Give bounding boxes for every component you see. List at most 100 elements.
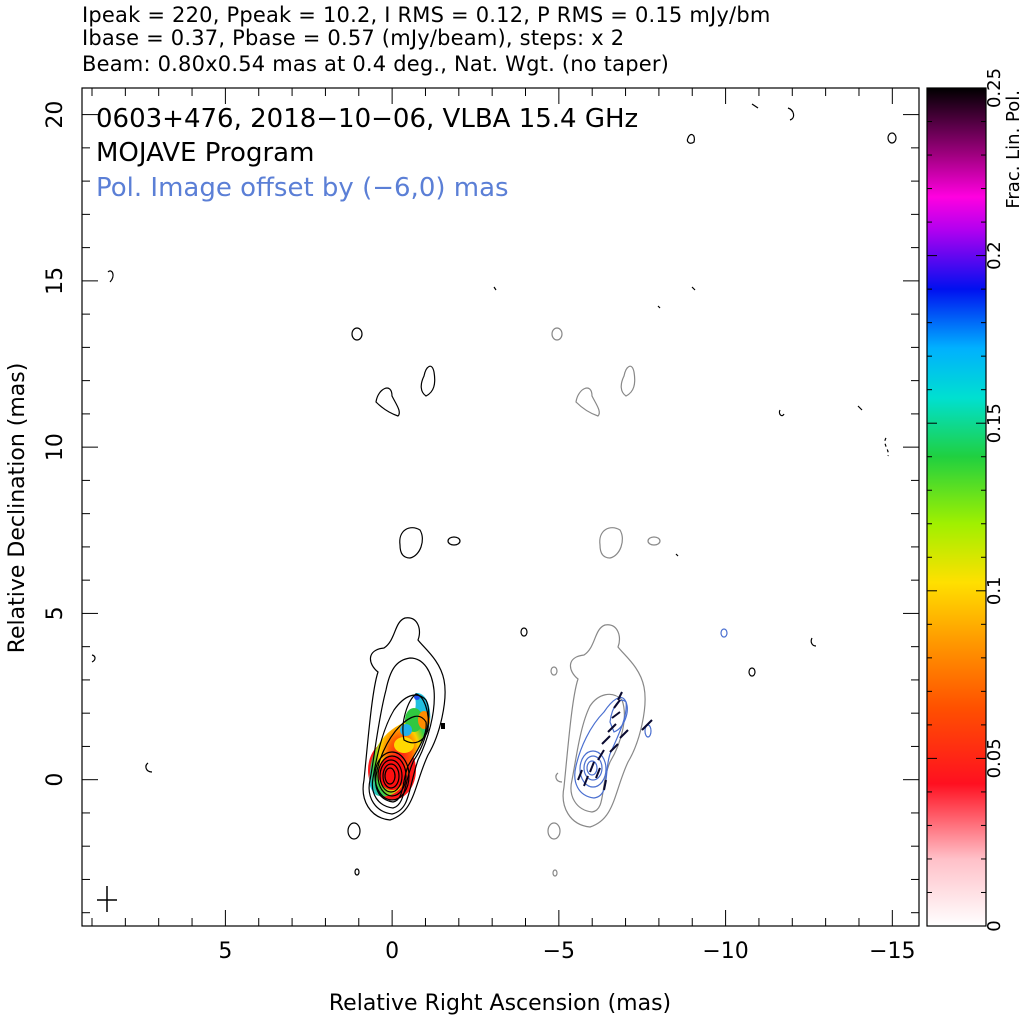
- evpa-tick: [611, 711, 621, 719]
- colorbar-tick-label: 0: [984, 920, 1005, 931]
- pol-contour-jet: [609, 699, 628, 733]
- evpa-tick: [607, 723, 617, 733]
- colorbar-tick-label: 0.15: [984, 403, 1005, 443]
- y-tick-label: 20: [43, 101, 68, 129]
- header-line-3: Beam: 0.80x0.54 mas at 0.4 deg., Nat. Wg…: [82, 52, 670, 76]
- colorbar-tick-labels: 0 0.05 0.1 0.15 0.2 0.25: [984, 68, 1005, 932]
- x-tick-label: −15: [869, 939, 915, 964]
- x-tick-label: −10: [702, 939, 748, 964]
- pol-contour-level-2: [579, 750, 607, 788]
- contour-blob-edge-3: [145, 762, 153, 773]
- offset-contour-blob-small-1: [647, 536, 661, 546]
- y-axis-label: Relative Declination (mas): [5, 363, 30, 654]
- evpa-tick: [597, 749, 605, 761]
- pol-contour-level-1: [574, 697, 627, 799]
- evpa-vectors: [577, 691, 653, 791]
- contour-blob-far-4: [751, 103, 759, 109]
- offset-contour-blob-11mas-b: [620, 365, 636, 397]
- x-tick-label: 5: [218, 939, 232, 964]
- contour-blob-far-10: [675, 553, 679, 557]
- frac-pol-cyan-region: [400, 724, 412, 736]
- contour-level-2: [368, 657, 435, 815]
- evpa-tick: [603, 779, 607, 791]
- y-tick-label: 10: [43, 433, 68, 461]
- evpa-tick: [595, 767, 601, 779]
- evpa-tick: [583, 775, 589, 787]
- frac-pol-black-spot: [441, 723, 445, 729]
- offset-contour-blob-neg-1: [547, 822, 561, 840]
- colorbar: [927, 88, 986, 926]
- offset-contour-edge-1: [555, 772, 563, 783]
- offset-contour-blob-7mas: [599, 527, 623, 559]
- offset-contour-blob-11mas-a: [575, 387, 600, 417]
- x-tick-labels: 5 0 −5 −10 −15: [218, 939, 915, 964]
- offset-contour-blob-small-2: [550, 666, 558, 676]
- offset-intensity-contours: [547, 327, 661, 877]
- evpa-tick: [613, 699, 621, 709]
- pol-contour-level-4: [586, 760, 598, 776]
- evpa-tick: [609, 743, 619, 753]
- colorbar-ticks: [927, 87, 986, 927]
- colorbar-tick-label: 0.1: [984, 576, 1005, 605]
- axis-ticks: [82, 88, 919, 926]
- contour-level-7: [379, 759, 403, 793]
- colorbar-frame: [926, 87, 987, 927]
- pol-contour-small-2: [720, 628, 728, 638]
- colorbar-tick-label: 0.25: [984, 68, 1005, 108]
- contour-blob-far-1: [686, 133, 695, 144]
- contour-blob-13mas: [351, 327, 363, 341]
- evpa-tick: [641, 719, 653, 731]
- contour-blob-far-3: [787, 107, 795, 121]
- contour-level-5: [374, 751, 410, 801]
- contour-blob-far-11: [493, 286, 497, 291]
- header-line-1: Ipeak = 220, Ppeak = 10.2, I RMS = 0.12,…: [82, 3, 771, 27]
- evpa-tick: [577, 769, 583, 781]
- evpa-tick: [619, 729, 629, 739]
- contour-blob-far-6: [857, 405, 863, 411]
- evpa-tick: [601, 735, 611, 745]
- plot-title: 0603+476, 2018−10−06, VLBA 15.4 GHz: [96, 104, 638, 134]
- plot-area: [91, 103, 897, 912]
- y-tick-label: 0: [43, 773, 68, 787]
- contour-blob-far-13: [657, 305, 661, 309]
- contour-level-6: [377, 755, 407, 797]
- contour-blob-edge-1: [107, 270, 114, 283]
- offset-label: Pol. Image offset by (−6,0) mas: [96, 173, 509, 203]
- contour-blob-far-7: [884, 437, 889, 457]
- contour-blob-neg-1: [347, 822, 361, 840]
- contour-blob-far-12: [691, 286, 696, 291]
- plot-frame: [81, 87, 920, 927]
- contour-blob-edge-2: [91, 654, 96, 663]
- contour-level-9: [384, 767, 396, 785]
- contour-blob-far-2: [887, 132, 897, 144]
- colorbar-tick-label: 0.2: [984, 241, 1005, 270]
- evpa-tick: [617, 691, 623, 701]
- program-label: MOJAVE Program: [96, 138, 314, 168]
- x-tick-label: 0: [385, 939, 399, 964]
- contour-level-8: [382, 763, 400, 789]
- offset-contour-level-1: [562, 624, 646, 828]
- contour-level-3: [371, 694, 430, 809]
- contour-blob-neg-2: [354, 868, 360, 876]
- frac-pol-yellow-region: [394, 737, 414, 753]
- contour-blob-far-8: [810, 637, 817, 647]
- x-axis-label: Relative Right Ascension (mas): [329, 991, 671, 1016]
- contour-blob-11mas-b: [420, 365, 436, 397]
- contour-blob-7mas: [399, 527, 423, 559]
- y-tick-label: 5: [43, 606, 68, 620]
- contour-blob-small-2: [520, 627, 528, 637]
- x-tick-label: −5: [543, 939, 575, 964]
- total-intensity-contours: [91, 103, 897, 876]
- offset-contour-blob-neg-2: [552, 869, 558, 877]
- y-tick-labels: 0 5 10 15 20: [43, 101, 68, 787]
- contour-blob-far-9: [748, 667, 756, 677]
- colorbar-tick-label: 0.05: [984, 738, 1005, 778]
- beam-marker: [97, 886, 117, 912]
- contour-blob-small-1: [447, 536, 461, 546]
- pol-contour-level-3: [583, 755, 603, 781]
- y-tick-label: 15: [43, 267, 68, 295]
- contour-blob-11mas-a: [375, 387, 400, 417]
- colorbar-label: Frac. Lin. Pol.: [1003, 90, 1024, 209]
- polarized-intensity-contours: [574, 628, 728, 799]
